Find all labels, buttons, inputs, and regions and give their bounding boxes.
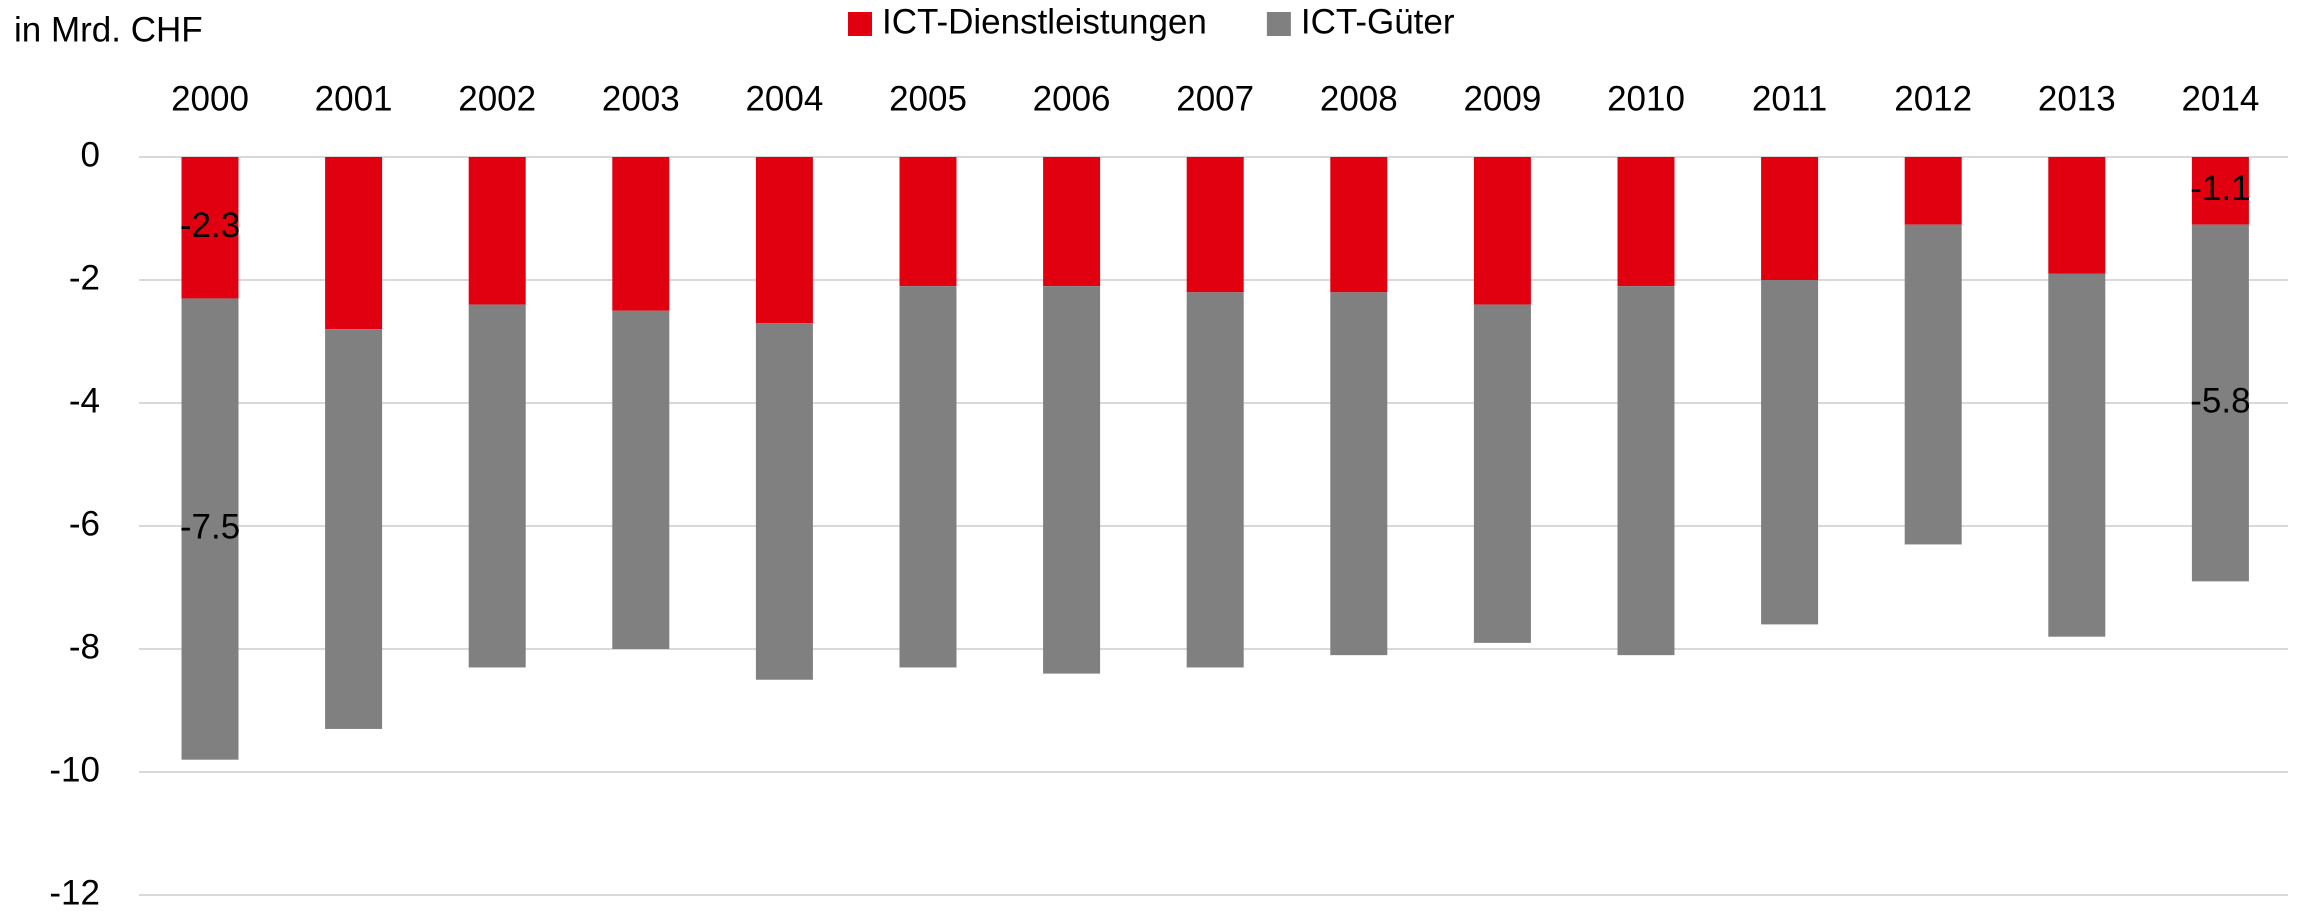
x-tick-label: 2001 [315,79,393,118]
y-tick-label: 0 [81,135,100,174]
bar-segment [612,157,670,311]
bar-segment [2191,157,2249,225]
bar-segment [1617,286,1675,656]
y-tick-label: -6 [69,504,100,543]
y-axis-label: in Mrd. CHF [14,10,203,49]
bar-segment [1330,292,1388,656]
bar-segment [2048,273,2106,637]
legend-swatch [1266,12,1291,36]
bar-segment [181,298,239,760]
bar-segment [1043,286,1101,674]
x-tick-label: 2002 [458,79,536,118]
bar-segment [899,286,957,668]
legend-swatch [848,12,872,36]
x-tick-label: 2000 [171,79,249,118]
y-tick-label: -10 [49,750,100,789]
bar-segment [468,304,526,668]
y-tick-label: -2 [69,258,100,297]
bar-segment [1761,157,1819,280]
y-tick-label: -12 [49,873,100,911]
bar-segment [1761,280,1819,625]
x-tick-label: 2005 [889,79,967,118]
x-tick-label: 2010 [1607,79,1685,118]
y-tick-label: -8 [69,627,100,666]
x-tick-label: 2004 [745,79,823,118]
x-tick-label: 2008 [1320,79,1398,118]
bar-segment [1904,224,1962,545]
bar-segment [2048,157,2106,274]
bar-segment [612,310,670,649]
value-label: -1.1 [2190,169,2250,208]
bar-segment [1186,292,1244,668]
bar-segment [1043,157,1101,287]
x-tick-label: 2011 [1752,79,1827,118]
x-tick-label: 2014 [2181,79,2259,118]
x-tick-label: 2012 [1894,79,1972,118]
bar-segment [755,157,813,324]
bar-segment [1330,157,1388,293]
bar-segment [1473,304,1531,643]
value-label: -7.5 [180,507,240,546]
bar-segment [755,323,813,680]
legend-label: ICT-Güter [1301,2,1455,41]
bar-segment [1617,157,1675,287]
x-tick-label: 2006 [1033,79,1111,118]
bar-segment [899,157,957,287]
y-tick-label: -4 [69,381,100,420]
bar-segment [1186,157,1244,293]
bar-segment [325,157,383,330]
bar-segment [181,157,239,299]
x-tick-label: 2003 [602,79,680,118]
legend-label: ICT-Dienstleistungen [882,2,1207,41]
bar-segment [468,157,526,305]
bar-segment [1904,157,1962,225]
x-tick-label: 2007 [1176,79,1254,118]
value-label: -2.3 [180,206,240,245]
bar-segment [1473,157,1531,305]
bar-segment [2191,224,2249,582]
value-label: -5.8 [2190,381,2250,420]
bar-segment [325,329,383,729]
x-tick-label: 2013 [2038,79,2116,118]
x-tick-label: 2009 [1463,79,1541,118]
